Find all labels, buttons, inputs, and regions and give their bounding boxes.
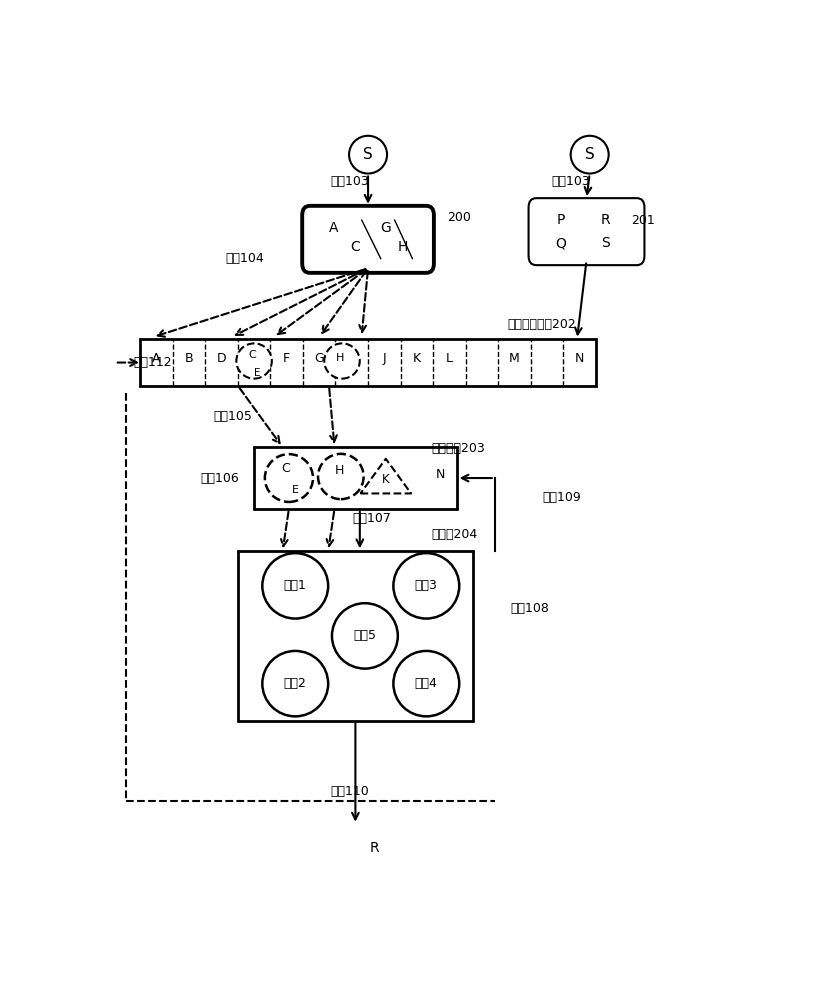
Ellipse shape — [265, 454, 313, 502]
Text: 步骤105: 步骤105 — [213, 410, 252, 423]
Ellipse shape — [318, 454, 364, 499]
Text: H: H — [336, 353, 344, 363]
FancyBboxPatch shape — [529, 198, 645, 265]
Ellipse shape — [394, 553, 459, 619]
Text: 步骤112: 步骤112 — [134, 356, 172, 369]
Text: 步骤110: 步骤110 — [330, 785, 368, 798]
Text: S: S — [601, 236, 609, 250]
Bar — [254, 447, 457, 509]
Text: 步骤106: 步骤106 — [200, 472, 239, 485]
Text: S: S — [585, 147, 595, 162]
Text: 步骤107: 步骤107 — [352, 512, 391, 525]
Ellipse shape — [262, 651, 328, 716]
Text: G: G — [381, 221, 391, 235]
Ellipse shape — [570, 136, 609, 174]
Text: L: L — [446, 352, 453, 365]
Text: 步骤109: 步骤109 — [542, 491, 581, 504]
Text: C: C — [281, 462, 290, 475]
Ellipse shape — [236, 343, 272, 379]
Text: N: N — [575, 352, 584, 365]
Text: 线礅5: 线礅5 — [354, 629, 377, 642]
Text: 线礅3: 线礅3 — [415, 579, 438, 592]
Bar — [239, 551, 472, 721]
Text: P: P — [557, 213, 565, 227]
Text: 200: 200 — [447, 211, 471, 224]
Text: R: R — [600, 213, 610, 227]
Text: C: C — [248, 350, 256, 360]
Text: E: E — [292, 485, 299, 495]
Text: 步骤103: 步骤103 — [551, 175, 591, 188]
Text: A: A — [328, 221, 338, 235]
Text: R: R — [369, 841, 379, 855]
Text: 201: 201 — [631, 214, 654, 227]
Ellipse shape — [262, 553, 328, 619]
Text: 线礅1: 线礅1 — [283, 579, 306, 592]
Text: 步骤108: 步骤108 — [511, 602, 549, 615]
Bar — [141, 339, 596, 386]
Text: A: A — [152, 352, 161, 365]
Text: 任务池204: 任务池204 — [431, 528, 478, 541]
Ellipse shape — [324, 343, 359, 379]
Text: C: C — [350, 240, 360, 254]
Text: N: N — [436, 468, 445, 481]
Text: 步骤103: 步骤103 — [330, 175, 368, 188]
Text: 线礅2: 线礅2 — [283, 677, 306, 690]
Ellipse shape — [349, 136, 387, 174]
Text: D: D — [217, 352, 226, 365]
Text: G: G — [315, 352, 324, 365]
Text: K: K — [413, 352, 421, 365]
FancyBboxPatch shape — [302, 206, 434, 273]
Text: J: J — [382, 352, 386, 365]
Text: M: M — [509, 352, 520, 365]
Text: Q: Q — [556, 236, 567, 250]
Text: 步骤104: 步骤104 — [225, 252, 265, 265]
Text: F: F — [283, 352, 290, 365]
Ellipse shape — [394, 651, 459, 716]
Text: 并发容器203: 并发容器203 — [431, 442, 485, 455]
Text: H: H — [335, 464, 344, 477]
Text: K: K — [382, 473, 390, 486]
Text: B: B — [185, 352, 194, 365]
Text: E: E — [254, 368, 261, 378]
Text: S: S — [364, 147, 373, 162]
Ellipse shape — [332, 603, 398, 669]
Text: 消息缓冲队列202: 消息缓冲队列202 — [507, 318, 576, 331]
Text: 线礅4: 线礅4 — [415, 677, 438, 690]
Text: H: H — [398, 240, 408, 254]
